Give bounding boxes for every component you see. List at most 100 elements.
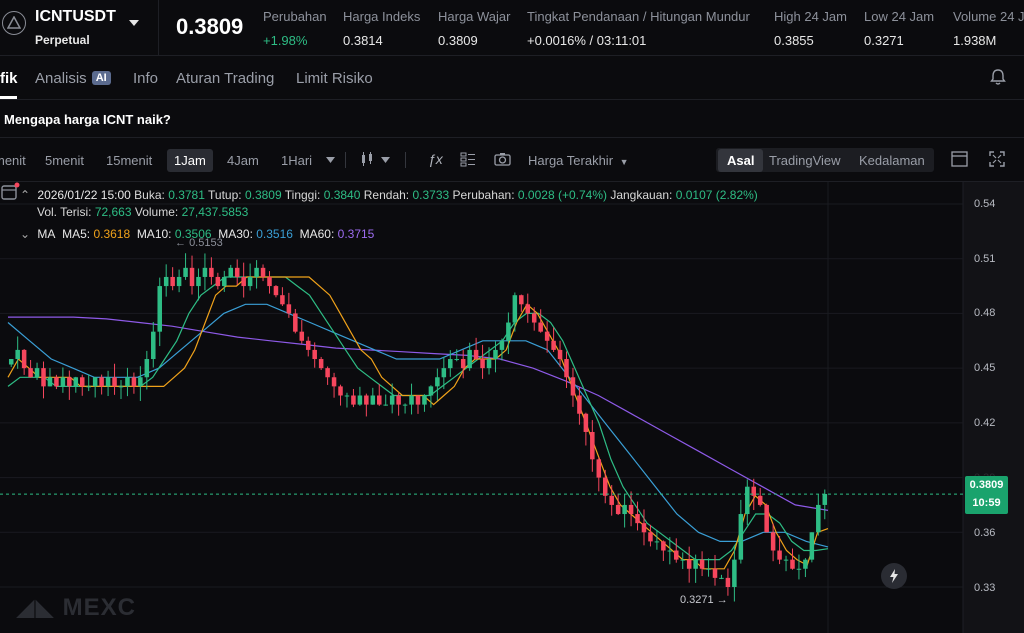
- candle-body: [506, 322, 511, 341]
- collapse-icon[interactable]: ⌄: [20, 227, 31, 241]
- ai-question-link[interactable]: Mengapa harga ICNT naik?: [4, 112, 171, 127]
- chevron-down-icon[interactable]: [381, 157, 390, 163]
- legend-high-label: Tinggi:: [284, 188, 321, 202]
- candle-body: [499, 340, 505, 350]
- candlestick-chart[interactable]: [0, 182, 1024, 633]
- timeframe-dropdown-icon[interactable]: [326, 157, 335, 163]
- quick-trade-button[interactable]: [881, 563, 907, 589]
- symbol-dropdown-icon[interactable]: [129, 20, 139, 26]
- y-tick: 0.48: [974, 307, 996, 319]
- candle-body: [396, 395, 401, 405]
- candle-countdown: 10:59: [972, 497, 1001, 509]
- toolbar-separator: [345, 152, 346, 168]
- ma60-value: 0.3715: [337, 227, 375, 241]
- timeframe-15m[interactable]: 15menit: [106, 153, 153, 168]
- candle-body: [538, 322, 543, 332]
- legend-low: 0.3733: [412, 188, 450, 202]
- timeframe-1m[interactable]: menit: [0, 153, 26, 168]
- collapse-icon[interactable]: ⌃: [20, 188, 31, 202]
- stat-value: 0.3814: [343, 33, 383, 48]
- indicators-icon[interactable]: ƒx: [428, 151, 443, 167]
- tab-trading-rules[interactable]: Aturan Trading: [176, 70, 275, 87]
- symbol-name[interactable]: ICNTUSDT: [35, 8, 116, 25]
- tab-risk-limit[interactable]: Limit Risiko: [296, 70, 373, 87]
- candle-body: [596, 459, 602, 478]
- candle-body: [809, 532, 815, 560]
- candle-type-icon[interactable]: [360, 151, 376, 167]
- ai-question-row[interactable]: Mengapa harga ICNT naik?: [0, 100, 1024, 138]
- bell-icon[interactable]: [990, 68, 1006, 86]
- tab-info[interactable]: Info: [133, 70, 159, 87]
- price-type-select[interactable]: Harga Terakhir ▼: [528, 153, 629, 168]
- candle-body: [693, 559, 698, 569]
- calendar-icon[interactable]: [0, 182, 20, 202]
- legend-open: 0.3781: [168, 188, 205, 202]
- volume-legend: Vol. Terisi: 72,663 Volume: 27,437.5853: [37, 205, 248, 219]
- candle-body: [725, 577, 731, 587]
- timeframe-5m[interactable]: 5menit: [45, 153, 85, 168]
- mexc-watermark: ◢◣ MEXC: [16, 594, 136, 621]
- stat-label: High 24 Jam: [774, 9, 847, 24]
- current-price: 0.3809: [969, 479, 1004, 491]
- panel-tabs: fik Analisis AI Info Aturan Trading Limit…: [0, 56, 1024, 100]
- candle-body: [480, 359, 485, 369]
- candle-body: [751, 486, 757, 496]
- legend-change-label: Perubahan:: [452, 188, 515, 202]
- fullscreen-icon[interactable]: [989, 151, 1005, 167]
- candle-body: [60, 377, 66, 387]
- candle-body: [183, 267, 188, 277]
- candle-body: [196, 276, 201, 287]
- candle-body: [641, 523, 647, 533]
- candle-body: [493, 349, 498, 360]
- stat-funding-rate[interactable]: Tingkat Pendanaan / Hitungan Mundur +0.0…: [527, 9, 750, 48]
- ticker-header: ICNTUSDT Perpetual 0.3809 Perubahan +1.9…: [0, 0, 1024, 56]
- candle-body: [519, 295, 524, 305]
- price-type-label: Harga Terakhir: [528, 153, 614, 168]
- layout-icon[interactable]: [460, 151, 476, 167]
- candle-body: [383, 404, 388, 406]
- legend-oi-label: Vol. Terisi:: [37, 205, 92, 219]
- tab-analysis[interactable]: Analisis AI: [35, 70, 111, 87]
- candle-body: [577, 395, 582, 414]
- candle-body: [151, 331, 156, 360]
- candle-body: [28, 368, 33, 378]
- ma30-line: [7, 303, 829, 548]
- stat-label: Harga Wajar: [438, 9, 511, 24]
- stat-value: 0.3855: [774, 33, 814, 48]
- candle-body: [163, 276, 169, 287]
- candle-body: [783, 559, 789, 561]
- candle-body: [215, 276, 221, 287]
- candle-body: [305, 340, 311, 350]
- y-tick: 0.33: [974, 582, 996, 594]
- candle-body: [41, 368, 46, 387]
- candle-body: [280, 295, 285, 305]
- view-depth[interactable]: Kedalaman: [859, 153, 925, 168]
- tab-chart[interactable]: fik: [0, 70, 18, 87]
- stat-value: +1.98%: [263, 33, 308, 48]
- candle-body: [686, 559, 692, 569]
- camera-icon[interactable]: [494, 151, 511, 167]
- candle-body: [745, 486, 750, 515]
- stat-volume-24h: Volume 24 J 1.938M: [953, 9, 1024, 48]
- ma10-value: 0.3506: [174, 227, 212, 241]
- candle-body: [486, 359, 492, 369]
- candle-body: [338, 386, 343, 396]
- timeframe-1h[interactable]: 1Jam: [167, 149, 213, 172]
- view-tradingview[interactable]: TradingView: [769, 153, 841, 168]
- candle-body: [719, 577, 724, 579]
- legend-open-label: Buka:: [134, 188, 165, 202]
- candle-body: [67, 377, 72, 387]
- candle-body: [712, 568, 718, 578]
- candle-body: [344, 395, 350, 397]
- y-tick: 0.42: [974, 417, 996, 429]
- candle-body: [286, 304, 292, 314]
- timeframe-4h[interactable]: 4Jam: [227, 153, 259, 168]
- price-chart[interactable]: ⌃ 2026/01/22 15:00 Buka: 0.3781 Tutup: 0…: [0, 182, 1024, 633]
- candle-body: [441, 368, 447, 378]
- timeframe-1d[interactable]: 1Hari: [281, 153, 313, 168]
- candle-body: [770, 532, 776, 551]
- token-logo-icon: [2, 11, 26, 35]
- view-original[interactable]: Asal: [718, 149, 764, 172]
- window-icon[interactable]: [951, 151, 968, 167]
- low-marker: 0.3271 →: [680, 594, 728, 606]
